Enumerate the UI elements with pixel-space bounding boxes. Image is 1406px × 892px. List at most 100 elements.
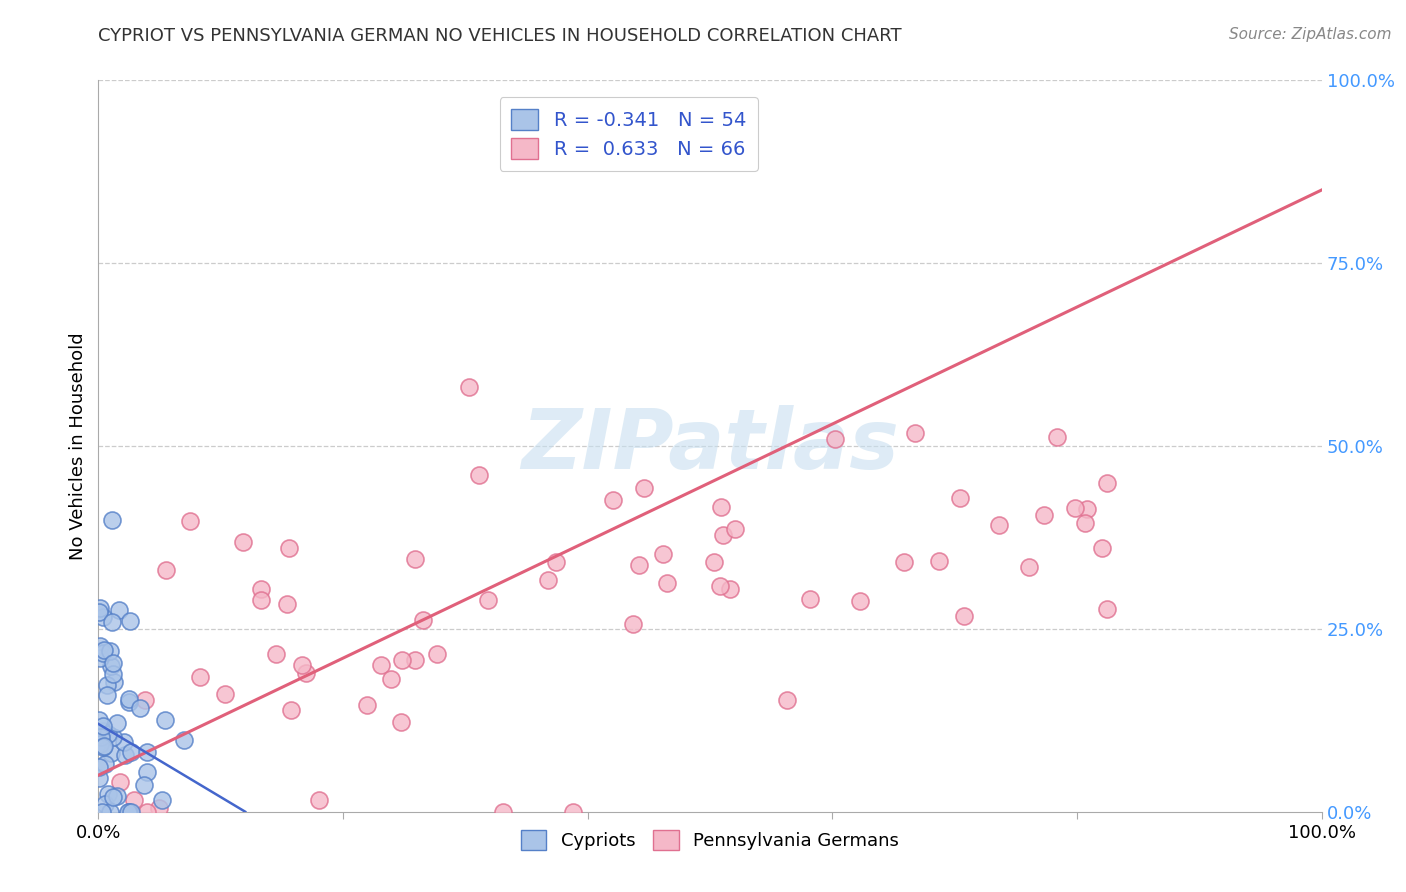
Point <box>1032 508 1054 522</box>
Point <box>98 805 121 819</box>
Point <box>404 653 426 667</box>
Point <box>412 613 434 627</box>
Point <box>1064 500 1087 515</box>
Point <box>108 774 131 789</box>
Point <box>135 805 157 819</box>
Point <box>155 713 177 727</box>
Point <box>173 732 195 747</box>
Point <box>389 714 412 729</box>
Point <box>91 610 114 624</box>
Point <box>232 535 254 549</box>
Point <box>101 513 124 527</box>
Point <box>404 552 426 566</box>
Point <box>426 647 449 661</box>
Point <box>107 789 129 804</box>
Point <box>276 597 298 611</box>
Point <box>118 695 141 709</box>
Point <box>776 693 799 707</box>
Point <box>370 657 392 672</box>
Point <box>97 788 120 802</box>
Point <box>101 667 124 681</box>
Point <box>91 718 114 732</box>
Point <box>101 789 124 804</box>
Point <box>100 746 122 760</box>
Point <box>101 615 124 629</box>
Point <box>188 670 211 684</box>
Point <box>93 642 115 657</box>
Point <box>710 500 733 514</box>
Point <box>122 793 145 807</box>
Point <box>120 615 142 629</box>
Point <box>799 592 821 607</box>
Point <box>91 724 114 739</box>
Text: ZIPatlas: ZIPatlas <box>522 406 898 486</box>
Point <box>155 562 177 576</box>
Point <box>953 608 976 623</box>
Point <box>848 593 870 607</box>
Point <box>1076 502 1098 516</box>
Point <box>561 805 583 819</box>
Point <box>91 646 114 660</box>
Point <box>97 727 120 741</box>
Point <box>118 805 141 819</box>
Point <box>602 492 624 507</box>
Point <box>295 666 318 681</box>
Point <box>94 757 117 772</box>
Point <box>120 745 142 759</box>
Point <box>988 518 1011 533</box>
Point <box>105 715 128 730</box>
Point <box>477 592 499 607</box>
Point <box>91 740 114 755</box>
Point <box>103 730 125 744</box>
Point <box>87 771 110 785</box>
Point <box>87 760 110 774</box>
Point <box>824 432 846 446</box>
Point <box>928 554 950 568</box>
Point <box>280 703 302 717</box>
Point <box>544 555 567 569</box>
Point <box>1074 516 1097 530</box>
Point <box>148 800 170 814</box>
Point <box>103 675 125 690</box>
Point <box>89 650 111 665</box>
Point <box>135 745 157 759</box>
Point <box>179 514 201 528</box>
Point <box>114 748 136 763</box>
Point <box>264 647 287 661</box>
Point <box>132 778 155 792</box>
Point <box>89 737 111 751</box>
Point <box>118 692 141 706</box>
Text: CYPRIOT VS PENNSYLVANIA GERMAN NO VEHICLES IN HOUSEHOLD CORRELATION CHART: CYPRIOT VS PENNSYLVANIA GERMAN NO VEHICL… <box>98 27 903 45</box>
Point <box>129 700 152 714</box>
Point <box>655 576 678 591</box>
Point <box>491 805 513 819</box>
Legend: Cypriots, Pennsylvania Germans: Cypriots, Pennsylvania Germans <box>513 823 907 857</box>
Point <box>89 728 111 742</box>
Point <box>100 659 122 673</box>
Point <box>214 687 236 701</box>
Point <box>96 678 118 692</box>
Point <box>117 805 139 819</box>
Point <box>89 601 111 615</box>
Point <box>380 672 402 686</box>
Point <box>1091 541 1114 555</box>
Point <box>904 425 927 440</box>
Point <box>628 558 651 572</box>
Point <box>96 689 118 703</box>
Point <box>1046 430 1069 444</box>
Point <box>93 739 115 753</box>
Point <box>94 797 117 811</box>
Point <box>278 541 301 556</box>
Point <box>713 528 735 542</box>
Point <box>121 805 143 819</box>
Point <box>391 652 413 666</box>
Point <box>90 805 112 819</box>
Point <box>89 639 111 653</box>
Point <box>458 379 481 393</box>
Point <box>1095 476 1118 491</box>
Point <box>136 764 159 779</box>
Point <box>308 793 330 807</box>
Y-axis label: No Vehicles in Household: No Vehicles in Household <box>69 332 87 560</box>
Point <box>621 616 644 631</box>
Point <box>90 730 112 744</box>
